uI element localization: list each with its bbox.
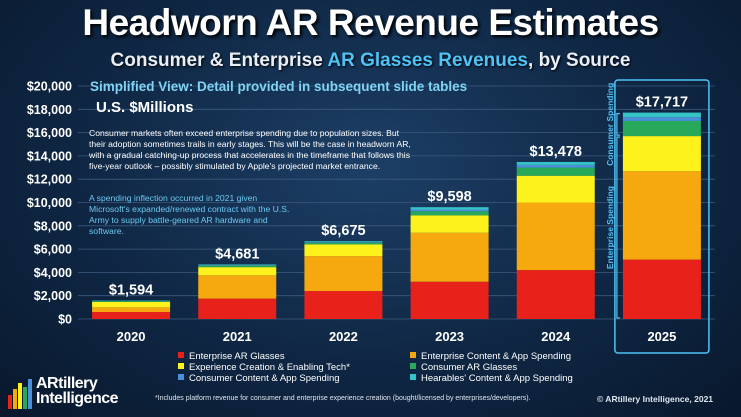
x-tick-label: 2021 (223, 329, 252, 344)
y-tick-label: $18,000 (27, 103, 72, 117)
logo-line2: Intelligence (36, 390, 119, 407)
legend-item: Enterprise AR Glasses (178, 351, 285, 362)
bar-segment (304, 256, 383, 292)
bar-total-label: $1,594 (109, 282, 153, 298)
y-tick-label: $10,000 (27, 196, 72, 210)
bar-segment (410, 207, 489, 210)
legend-label: Consumer Content & App Spending (189, 373, 340, 384)
y-tick-label: $6,000 (34, 243, 72, 257)
bar-total-label: $6,675 (321, 223, 365, 239)
y-tick-label: $16,000 (27, 126, 72, 140)
legend-label: Enterprise Content & App Spending (421, 351, 571, 362)
legend-swatch (410, 363, 416, 370)
legend-label: Enterprise AR Glasses (189, 351, 285, 362)
bar-segment (198, 275, 277, 299)
consumer-spending-bracket-label: Consumer Spending (605, 83, 615, 166)
bar-segment (516, 270, 595, 319)
subtitle-pre: Consumer & Enterprise (110, 50, 328, 71)
footnote: *Includes platform revenue for consumer … (155, 395, 531, 402)
page-subtitle: Consumer & Enterprise AR Glasses Revenue… (0, 50, 741, 72)
artillery-logo: ARtillery Intelligence (8, 375, 148, 413)
bar-segment (304, 291, 383, 319)
bar-segment (516, 202, 595, 271)
bar-segment (622, 112, 701, 118)
logo-bars-icon (8, 379, 32, 409)
legend-swatch (178, 374, 184, 381)
highlight-box (614, 79, 710, 354)
bar-segment (92, 307, 171, 313)
legend-item: Experience Creation & Enabling Tech* (178, 362, 350, 373)
bar-segment (304, 241, 383, 243)
y-tick-label: $0 (58, 313, 72, 327)
bar-segment (622, 120, 701, 137)
annotation-paragraph-inflection: A spending inflection occurred in 2021 g… (89, 193, 290, 236)
legend-item: Consumer Content & App Spending (178, 373, 340, 384)
legend-item: Consumer AR Glasses (410, 362, 517, 373)
legend-label: Experience Creation & Enabling Tech* (189, 362, 350, 373)
bar-segment (304, 242, 383, 243)
bar-segment (198, 265, 277, 268)
bar-total-label: $9,598 (427, 189, 471, 205)
y-tick-label: $14,000 (27, 149, 72, 163)
bar-segment (410, 215, 489, 233)
bar-segment (304, 244, 383, 257)
logo-line1: ARtillery (36, 375, 98, 392)
x-tick-label: 2020 (117, 329, 146, 344)
bar-segment (410, 232, 489, 282)
bar-segment (516, 161, 595, 165)
bar-segment (198, 264, 277, 266)
bar-segment (92, 312, 171, 319)
bar-segment (410, 211, 489, 216)
y-tick-label: $2,000 (34, 289, 72, 303)
annotation-paragraph-consumer: Consumer markets often exceed enterprise… (89, 128, 411, 171)
x-tick-label: 2023 (435, 329, 464, 344)
units-label: U.S. $Millions (96, 99, 194, 116)
legend-swatch (178, 363, 184, 370)
bar-segment (622, 171, 701, 260)
legend-swatch (410, 374, 416, 381)
subtitle-highlight: AR Glasses Revenues (327, 50, 529, 71)
enterprise-spending-bracket-line (616, 136, 620, 319)
legend-label: Hearables' Content & App Spending (421, 373, 573, 384)
copyright: © ARtillery Intelligence, 2021 (597, 394, 714, 404)
bar-total-label: $4,681 (215, 246, 259, 262)
consumer-spending-bracket-line (616, 112, 620, 136)
enterprise-spending-bracket-label: Enterprise Spending (605, 186, 615, 269)
legend-label: Consumer AR Glasses (421, 362, 518, 373)
bar-segment (516, 164, 595, 168)
legend-swatch (410, 352, 416, 359)
legend-item: Hearables' Content & App Spending (410, 373, 573, 384)
bar-total-label: $17,717 (636, 95, 688, 111)
bar-segment (198, 267, 277, 276)
bar-total-label: $13,478 (530, 144, 582, 160)
legend-swatch (178, 352, 184, 359)
x-tick-label: 2025 (647, 329, 676, 344)
subtitle-post: , by Source (528, 50, 631, 71)
y-tick-label: $4,000 (34, 266, 72, 280)
bar-segment (198, 298, 277, 319)
bar-segment (410, 281, 489, 319)
bar-segment (410, 209, 489, 212)
bar-segment (516, 175, 595, 203)
x-tick-label: 2024 (541, 329, 571, 344)
y-tick-label: $8,000 (34, 219, 72, 233)
y-tick-label: $20,000 (27, 80, 72, 94)
bar-segment (92, 301, 171, 308)
x-tick-label: 2022 (329, 329, 358, 344)
bar-segment (92, 301, 171, 302)
bar-segment (304, 242, 383, 245)
view-note: Simplified View: Detail provided in subs… (90, 79, 468, 94)
bar-segment (622, 259, 701, 319)
bar-segment (622, 117, 701, 121)
bar-segment (516, 167, 595, 176)
legend-item: Enterprise Content & App Spending (410, 351, 571, 362)
page-title: Headworn AR Revenue Estimates (82, 2, 659, 43)
bar-segment (622, 136, 701, 172)
y-tick-label: $12,000 (27, 173, 72, 187)
